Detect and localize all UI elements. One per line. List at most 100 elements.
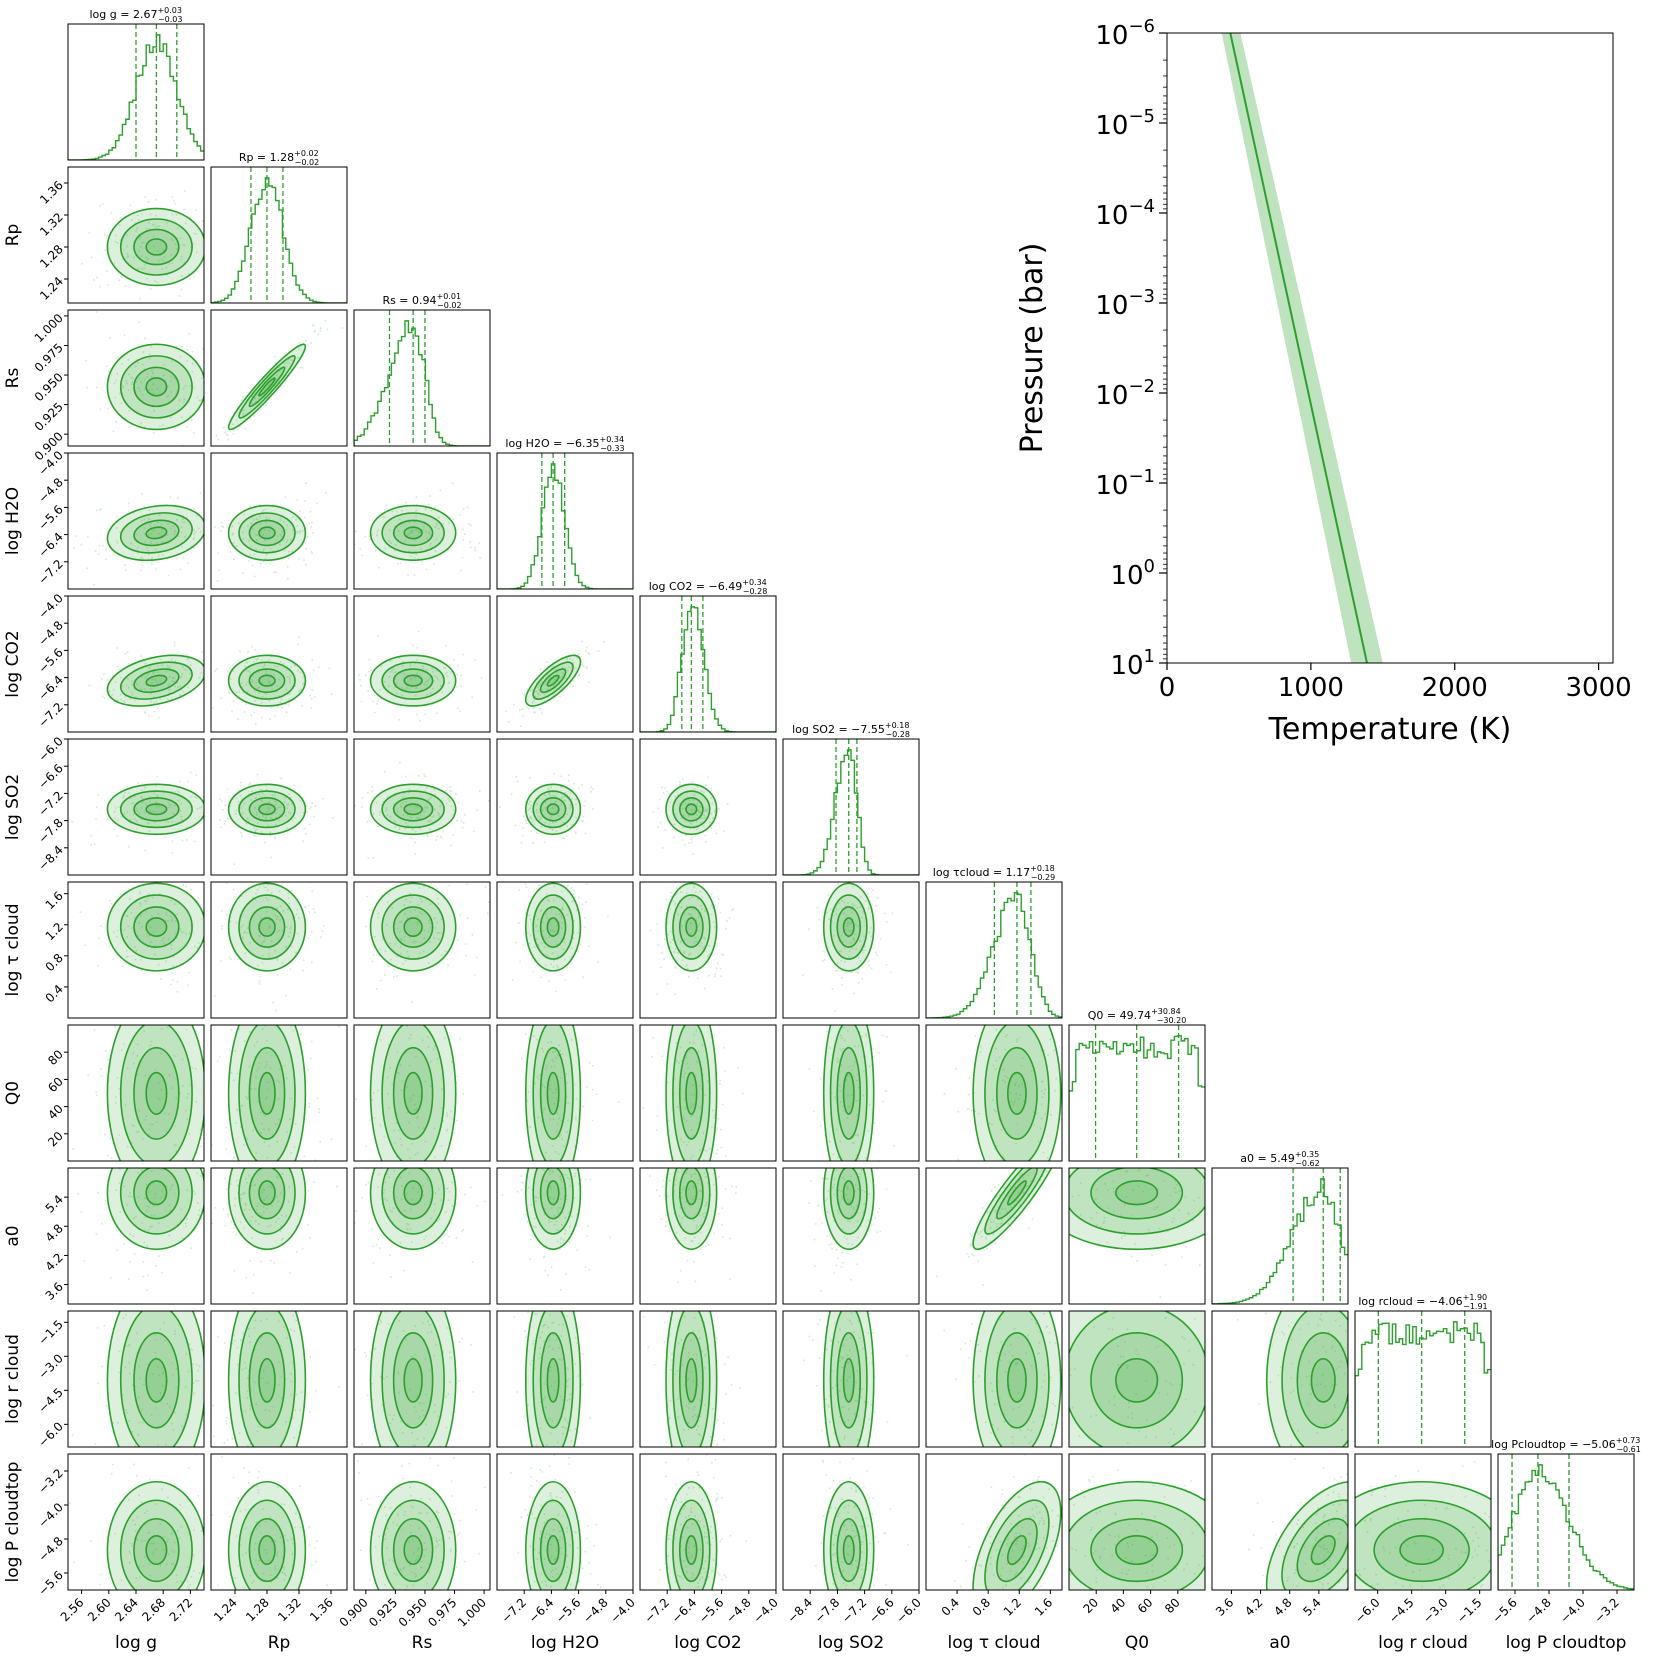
panel-content bbox=[69, 1454, 204, 1590]
panel-Rp-CO2 bbox=[210, 595, 348, 733]
contour-4-Rp-Q0 bbox=[258, 1071, 276, 1115]
panel-content bbox=[68, 24, 204, 160]
contour-4-SO2-Q0 bbox=[842, 1071, 855, 1115]
contour-1-H2O-CO2 bbox=[524, 654, 582, 707]
contour-2-logg-SO2 bbox=[119, 790, 193, 829]
panel-content bbox=[640, 596, 776, 732]
title-minus: −0.28 bbox=[885, 730, 910, 739]
y-tick-label-a0: 4.2 bbox=[43, 1250, 66, 1273]
contour-4-H2O-a0 bbox=[546, 1180, 560, 1206]
contour-2-H2O-tau bbox=[532, 894, 574, 960]
panel-frame bbox=[496, 738, 634, 876]
x-tick-label-CO2: −4.0 bbox=[750, 1595, 781, 1626]
contour-3-rcloud-Pct bbox=[1373, 1517, 1470, 1583]
y-tick-label-Q0: 40 bbox=[45, 1102, 66, 1123]
y-tick-label-a0: 3.6 bbox=[43, 1280, 66, 1303]
panel-content bbox=[219, 773, 334, 865]
x-tick-label-Pct: −3.2 bbox=[1591, 1595, 1622, 1626]
panel-title-H2O: log H2O = −6.35+0.34 −0.33 bbox=[505, 435, 624, 453]
y-tick-label-Q0: 60 bbox=[45, 1074, 66, 1095]
contour-4-tau-a0 bbox=[1006, 1180, 1027, 1206]
panel-content bbox=[943, 1311, 1062, 1447]
panel-SO2-tau bbox=[782, 881, 920, 1019]
panel-frame bbox=[496, 452, 634, 590]
y-axis-label-rcloud: log r cloud bbox=[3, 1334, 23, 1424]
title-minus: −0.02 bbox=[295, 158, 320, 167]
contour-4-logg-CO2 bbox=[145, 674, 168, 687]
panel-Q0-Pct: 20 40 60 80 Q0 bbox=[1068, 1453, 1206, 1653]
contour-1-logg-rcloud bbox=[106, 1311, 204, 1447]
x-tick-label-SO2: −6.6 bbox=[866, 1595, 897, 1626]
x-tick-label-a0: 3.6 bbox=[1213, 1595, 1236, 1618]
panel-Pct-Pct: log Pcloudtop = −5.06+0.73 −0.61−5.6 −4.8−… bbox=[1489, 1436, 1640, 1653]
scatter-logg-CO2 bbox=[88, 641, 204, 719]
x-axis-label-rcloud: log r cloud bbox=[1378, 1633, 1468, 1653]
contour-2-H2O-rcloud bbox=[532, 1311, 574, 1447]
panel-Q0-rcloud bbox=[1068, 1310, 1206, 1448]
contour-3-tau-a0 bbox=[996, 1168, 1038, 1220]
y-tick-label-tau: 1.6 bbox=[43, 889, 66, 912]
panel-frame bbox=[353, 1310, 491, 1448]
x-tick-label-tau: 1.2 bbox=[1001, 1595, 1024, 1618]
y-tick-label-H2O: −7.2 bbox=[35, 557, 66, 588]
panel-content bbox=[1069, 1168, 1205, 1298]
panel-title-tau: log τcloud = 1.17+0.18 −0.29 bbox=[933, 864, 1055, 882]
panel-Rs-H2O bbox=[353, 452, 491, 590]
contour-2-SO2-a0 bbox=[829, 1168, 868, 1235]
panel-frame bbox=[639, 595, 777, 733]
panel-frame bbox=[1211, 1453, 1349, 1591]
contour-3-Rp-H2O bbox=[248, 519, 286, 547]
contour-3-SO2-Pct bbox=[836, 1517, 862, 1583]
panel-content bbox=[358, 630, 483, 722]
contour-3-Rp-a0 bbox=[248, 1168, 286, 1220]
panel-tau-Pct: 0.4 0.8 1.2 1.6 log τ cloud bbox=[925, 1453, 1063, 1653]
contour-2-H2O-a0 bbox=[532, 1168, 574, 1235]
x-tick-label-H2O: −6.4 bbox=[526, 1595, 557, 1626]
contour-4-Rs-SO2 bbox=[403, 803, 423, 816]
panel-content bbox=[212, 1311, 340, 1447]
y-tick-label-CO2: −6.4 bbox=[35, 673, 66, 704]
contour-3-CO2-a0 bbox=[678, 1168, 704, 1220]
x-tick-label-rcloud: −6.0 bbox=[1352, 1595, 1383, 1626]
panel-Rp-Rp: Rp = 1.28+0.02 −0.02 bbox=[210, 149, 348, 304]
contour-4-rcloud-Pct bbox=[1399, 1535, 1445, 1566]
x-tick-label-logg: 2.56 bbox=[58, 1595, 87, 1624]
y-tick-label-Pct: −5.6 bbox=[35, 1568, 66, 1599]
x-tick-label-Rp: 1.24 bbox=[211, 1595, 240, 1624]
pt-y-tick-base: 10 bbox=[1095, 21, 1128, 51]
panel-H2O-Q0 bbox=[496, 1024, 634, 1162]
x-tick-label-CO2: −7.2 bbox=[642, 1595, 673, 1626]
y-tick-label-tau: 0.4 bbox=[43, 982, 66, 1005]
panel-logg-Pct: 2.562.602.642.682.72 log g −5.6−4.8−4.0−3.… bbox=[3, 1453, 205, 1653]
contour-2-Rp-rcloud bbox=[238, 1311, 296, 1447]
contour-3-logg-a0 bbox=[133, 1168, 180, 1220]
histogram-a0 bbox=[1212, 1178, 1348, 1304]
y-axis-label-tau: log τ cloud bbox=[3, 904, 23, 997]
panel-content bbox=[649, 882, 735, 995]
y-tick-label-SO2: −6.6 bbox=[35, 761, 66, 792]
y-tick-label-a0: 4.8 bbox=[43, 1221, 66, 1244]
x-axis-label-tau: log τ cloud bbox=[948, 1633, 1041, 1653]
panel-frame bbox=[925, 1310, 1063, 1448]
contour-4-SO2-rcloud bbox=[842, 1357, 855, 1403]
y-tick-label-SO2: −6.0 bbox=[35, 734, 66, 765]
contour-2-CO2-SO2 bbox=[672, 790, 711, 829]
panel-content bbox=[808, 1168, 888, 1292]
y-tick-label-CO2: −7.2 bbox=[35, 700, 66, 731]
contour-4-Rs-rcloud bbox=[403, 1357, 423, 1403]
panel-frame bbox=[639, 881, 777, 1019]
x-axis-label-a0: a0 bbox=[1269, 1633, 1290, 1653]
contour-4-Rp-a0 bbox=[258, 1180, 276, 1206]
contour-4-Rp-Rs bbox=[258, 377, 276, 397]
panel-frame bbox=[210, 1453, 348, 1591]
panel-logg-SO2: −8.4−7.8−7.2−6.6−6.0 log SO2 bbox=[3, 734, 205, 876]
panel-content bbox=[1355, 1311, 1491, 1447]
panel-content bbox=[640, 1454, 747, 1590]
contour-4-tau-rcloud bbox=[1007, 1357, 1027, 1403]
panel-content bbox=[510, 1454, 602, 1590]
panel-frame bbox=[210, 1167, 348, 1305]
contour-3-CO2-rcloud bbox=[678, 1332, 704, 1429]
contour-2-Rp-SO2 bbox=[238, 790, 296, 829]
contour-1-a0-Pct bbox=[1265, 1480, 1348, 1590]
title-minus: −0.02 bbox=[437, 301, 462, 310]
